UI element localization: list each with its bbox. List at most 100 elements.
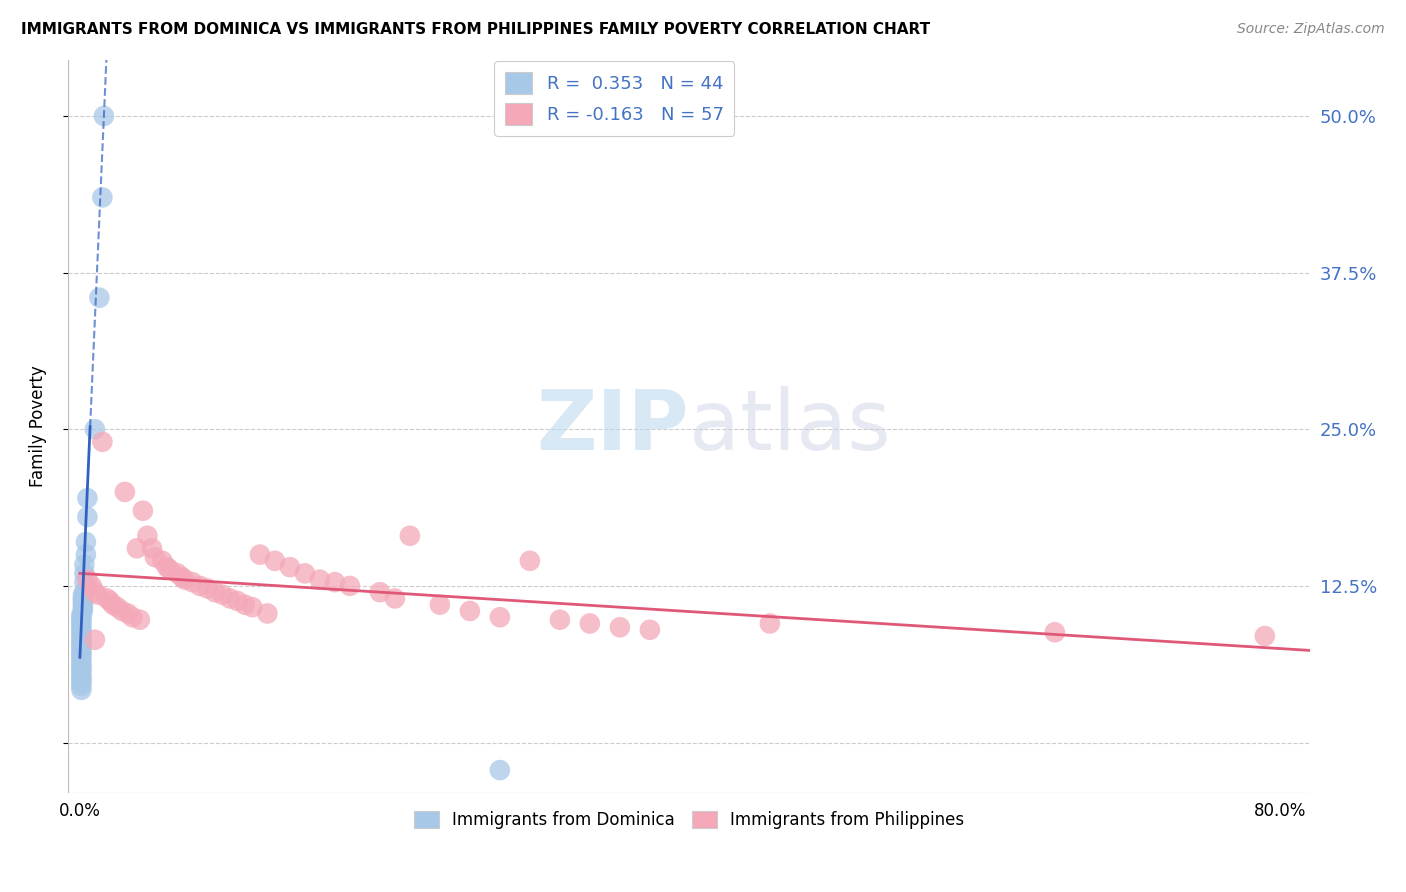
Point xyxy=(111,604,134,618)
Point xyxy=(323,575,346,590)
Point xyxy=(143,550,166,565)
Point xyxy=(70,673,93,687)
Point xyxy=(150,554,173,568)
Point xyxy=(339,579,361,593)
Point xyxy=(70,641,93,656)
Point xyxy=(70,635,93,649)
Point xyxy=(70,645,93,659)
Point xyxy=(70,623,93,637)
Point xyxy=(70,613,93,627)
Point xyxy=(76,491,98,505)
Text: atlas: atlas xyxy=(689,385,890,467)
Point xyxy=(579,616,602,631)
Point xyxy=(226,594,249,608)
Point xyxy=(181,575,204,590)
Point xyxy=(249,548,271,562)
Point xyxy=(204,585,226,599)
Point xyxy=(75,548,97,562)
Point xyxy=(141,541,163,556)
Point xyxy=(70,675,93,690)
Point xyxy=(458,604,481,618)
Point xyxy=(70,657,93,672)
Point xyxy=(233,598,256,612)
Point xyxy=(72,594,94,608)
Point xyxy=(242,600,264,615)
Point xyxy=(256,607,278,621)
Point xyxy=(219,591,242,606)
Point xyxy=(83,585,105,599)
Point xyxy=(105,600,128,615)
Point xyxy=(489,610,512,624)
Point xyxy=(309,573,332,587)
Point xyxy=(159,563,181,577)
Point xyxy=(83,632,105,647)
Point xyxy=(294,566,316,581)
Point xyxy=(114,484,136,499)
Point xyxy=(173,573,195,587)
Point xyxy=(1043,625,1066,640)
Point xyxy=(98,594,121,608)
Legend: Immigrants from Dominica, Immigrants from Philippines: Immigrants from Dominica, Immigrants fro… xyxy=(408,804,970,836)
Point xyxy=(166,566,188,581)
Point xyxy=(609,620,631,634)
Point xyxy=(70,638,93,652)
Point xyxy=(70,610,93,624)
Point xyxy=(128,613,150,627)
Text: IMMIGRANTS FROM DOMINICA VS IMMIGRANTS FROM PHILIPPINES FAMILY POVERTY CORRELATI: IMMIGRANTS FROM DOMINICA VS IMMIGRANTS F… xyxy=(21,22,931,37)
Point xyxy=(72,591,94,606)
Point xyxy=(70,660,93,674)
Point xyxy=(136,529,159,543)
Point xyxy=(278,560,301,574)
Point xyxy=(125,541,148,556)
Point xyxy=(368,585,391,599)
Point xyxy=(170,570,193,584)
Point xyxy=(73,558,96,572)
Y-axis label: Family Poverty: Family Poverty xyxy=(30,365,46,487)
Point xyxy=(384,591,406,606)
Point xyxy=(91,434,114,449)
Point xyxy=(70,607,93,622)
Point xyxy=(638,623,661,637)
Point xyxy=(70,682,93,697)
Point xyxy=(72,588,94,602)
Point xyxy=(399,529,422,543)
Point xyxy=(489,763,512,777)
Point xyxy=(72,600,94,615)
Point xyxy=(70,619,93,633)
Point xyxy=(197,582,219,596)
Text: Source: ZipAtlas.com: Source: ZipAtlas.com xyxy=(1237,22,1385,37)
Point xyxy=(73,566,96,581)
Point xyxy=(1254,629,1277,643)
Point xyxy=(70,654,93,668)
Point xyxy=(117,607,139,621)
Point xyxy=(76,510,98,524)
Point xyxy=(70,679,93,693)
Point xyxy=(73,575,96,590)
Point xyxy=(91,190,114,204)
Point xyxy=(75,535,97,549)
Point xyxy=(72,598,94,612)
Point xyxy=(70,666,93,681)
Point xyxy=(188,579,211,593)
Point xyxy=(132,504,155,518)
Point xyxy=(70,632,93,647)
Point xyxy=(156,560,179,574)
Point xyxy=(70,670,93,684)
Point xyxy=(70,650,93,665)
Point xyxy=(87,588,110,602)
Point xyxy=(101,598,124,612)
Point xyxy=(264,554,287,568)
Point xyxy=(80,579,103,593)
Point xyxy=(73,585,96,599)
Point xyxy=(93,109,115,123)
Point xyxy=(70,625,93,640)
Point xyxy=(548,613,571,627)
Point xyxy=(70,648,93,662)
Point xyxy=(70,663,93,677)
Point xyxy=(76,573,98,587)
Point xyxy=(83,422,105,436)
Point xyxy=(429,598,451,612)
Point xyxy=(70,629,93,643)
Point xyxy=(211,588,233,602)
Point xyxy=(519,554,541,568)
